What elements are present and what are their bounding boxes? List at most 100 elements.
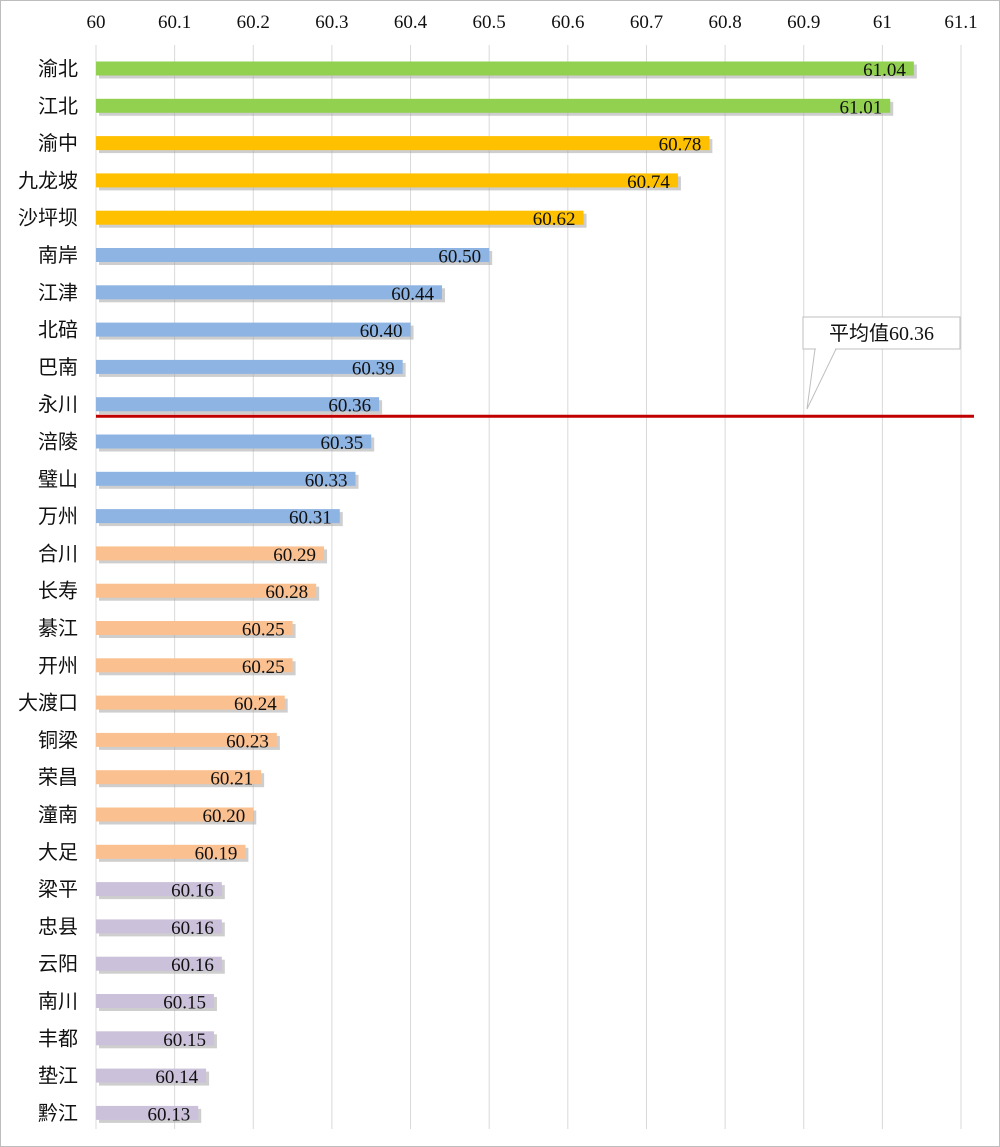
bar (96, 322, 411, 337)
data-label: 60.44 (391, 284, 434, 305)
bar (96, 471, 356, 486)
category-labels: 渝北江北渝中九龙坡沙坪坝南岸江津北碚巴南永川涪陵璧山万州合川长寿綦江开州大渡口铜… (18, 58, 78, 1125)
data-label: 60.29 (273, 545, 316, 566)
bar (96, 136, 710, 151)
category-label: 巴南 (38, 356, 78, 379)
data-label: 60.16 (171, 881, 214, 902)
x-tick-label: 60.2 (237, 12, 270, 33)
category-label: 丰都 (38, 1027, 78, 1050)
data-label: 60.50 (438, 247, 481, 268)
category-label: 大足 (38, 841, 78, 864)
category-label: 永川 (38, 393, 78, 416)
data-label: 60.25 (242, 620, 285, 641)
category-label: 云阳 (38, 953, 78, 976)
average-label: 平均值60.36 (829, 322, 934, 345)
category-label: 沙坪坝 (18, 207, 78, 230)
category-label: 渝北 (38, 58, 78, 81)
bar (96, 807, 254, 822)
x-tick-label: 60.8 (708, 12, 741, 33)
category-label: 梁平 (38, 878, 78, 901)
bar (96, 434, 372, 449)
data-label: 61.01 (839, 97, 882, 118)
data-label: 60.13 (147, 1104, 190, 1125)
average-reference: 平均值60.36 (96, 316, 974, 418)
data-label: 60.39 (352, 358, 395, 379)
data-label: 60.28 (265, 582, 308, 603)
x-tick-label: 60.6 (551, 12, 584, 33)
data-label: 60.23 (226, 731, 269, 752)
data-label: 60.25 (242, 657, 285, 678)
data-label: 60.35 (320, 433, 363, 454)
data-label: 60.74 (627, 172, 670, 193)
bar (96, 285, 442, 300)
bar (96, 695, 285, 710)
category-label: 江北 (38, 95, 78, 118)
bar (96, 1031, 214, 1046)
data-label: 60.62 (533, 209, 576, 230)
bars (96, 61, 917, 1123)
data-label: 60.40 (360, 321, 403, 342)
x-tick-label: 60.5 (473, 12, 506, 33)
bar (96, 658, 293, 673)
data-label: 60.31 (289, 508, 332, 529)
data-label: 60.19 (195, 843, 238, 864)
bar (96, 248, 490, 262)
bar (96, 919, 222, 934)
data-label: 60.16 (171, 955, 214, 976)
data-label: 60.78 (659, 135, 702, 156)
bar (96, 844, 246, 859)
category-label: 綦江 (38, 617, 78, 640)
bar (96, 882, 222, 897)
x-tick-label: 60.4 (394, 12, 428, 33)
category-label: 渝中 (38, 132, 78, 155)
bar (96, 98, 891, 113)
bar (96, 621, 293, 635)
bar (96, 173, 678, 188)
category-label: 璧山 (38, 468, 78, 491)
category-label: 铜梁 (38, 729, 78, 752)
data-label: 60.16 (171, 918, 214, 939)
callout-box (802, 316, 961, 350)
category-label: 忠县 (38, 915, 78, 938)
category-label: 合川 (38, 542, 78, 565)
bar (96, 583, 317, 598)
x-tick-label: 61.1 (944, 12, 977, 33)
category-label: 万州 (38, 506, 78, 528)
data-label: 60.24 (234, 694, 277, 715)
bar (96, 732, 277, 747)
bar (96, 509, 340, 524)
category-label: 南岸 (38, 244, 78, 267)
bar (96, 397, 380, 412)
data-label: 60.36 (328, 396, 371, 417)
category-label: 长寿 (38, 580, 78, 603)
bar (96, 359, 403, 374)
data-label: 60.15 (163, 993, 206, 1014)
category-label: 九龙坡 (18, 169, 78, 192)
category-label: 荣昌 (38, 766, 78, 789)
data-label: 60.21 (210, 769, 253, 790)
bar (96, 210, 584, 225)
category-label: 江津 (38, 281, 78, 304)
bar (96, 770, 262, 785)
data-label: 60.20 (203, 806, 246, 827)
bar (96, 956, 222, 971)
x-tick-label: 60.3 (315, 12, 348, 33)
x-tick-label: 60.1 (158, 12, 191, 33)
category-label: 开州 (38, 655, 78, 677)
callout-pointer (806, 348, 837, 410)
category-label: 北碚 (38, 319, 78, 342)
category-label: 潼南 (38, 804, 78, 827)
x-tick-label: 61 (873, 12, 892, 33)
category-label: 黔江 (38, 1102, 78, 1125)
bar (96, 994, 214, 1008)
category-label: 垫江 (38, 1065, 78, 1088)
category-label: 涪陵 (38, 431, 78, 454)
bar (96, 61, 914, 76)
x-tick-label: 60.7 (630, 12, 663, 33)
x-axis-ticks: 60 60.1 60.2 60.3 60.4 60.5 60.6 60.7 60.8 60.9 61… (87, 12, 978, 33)
data-label: 60.14 (155, 1067, 198, 1088)
bar (96, 1068, 207, 1083)
